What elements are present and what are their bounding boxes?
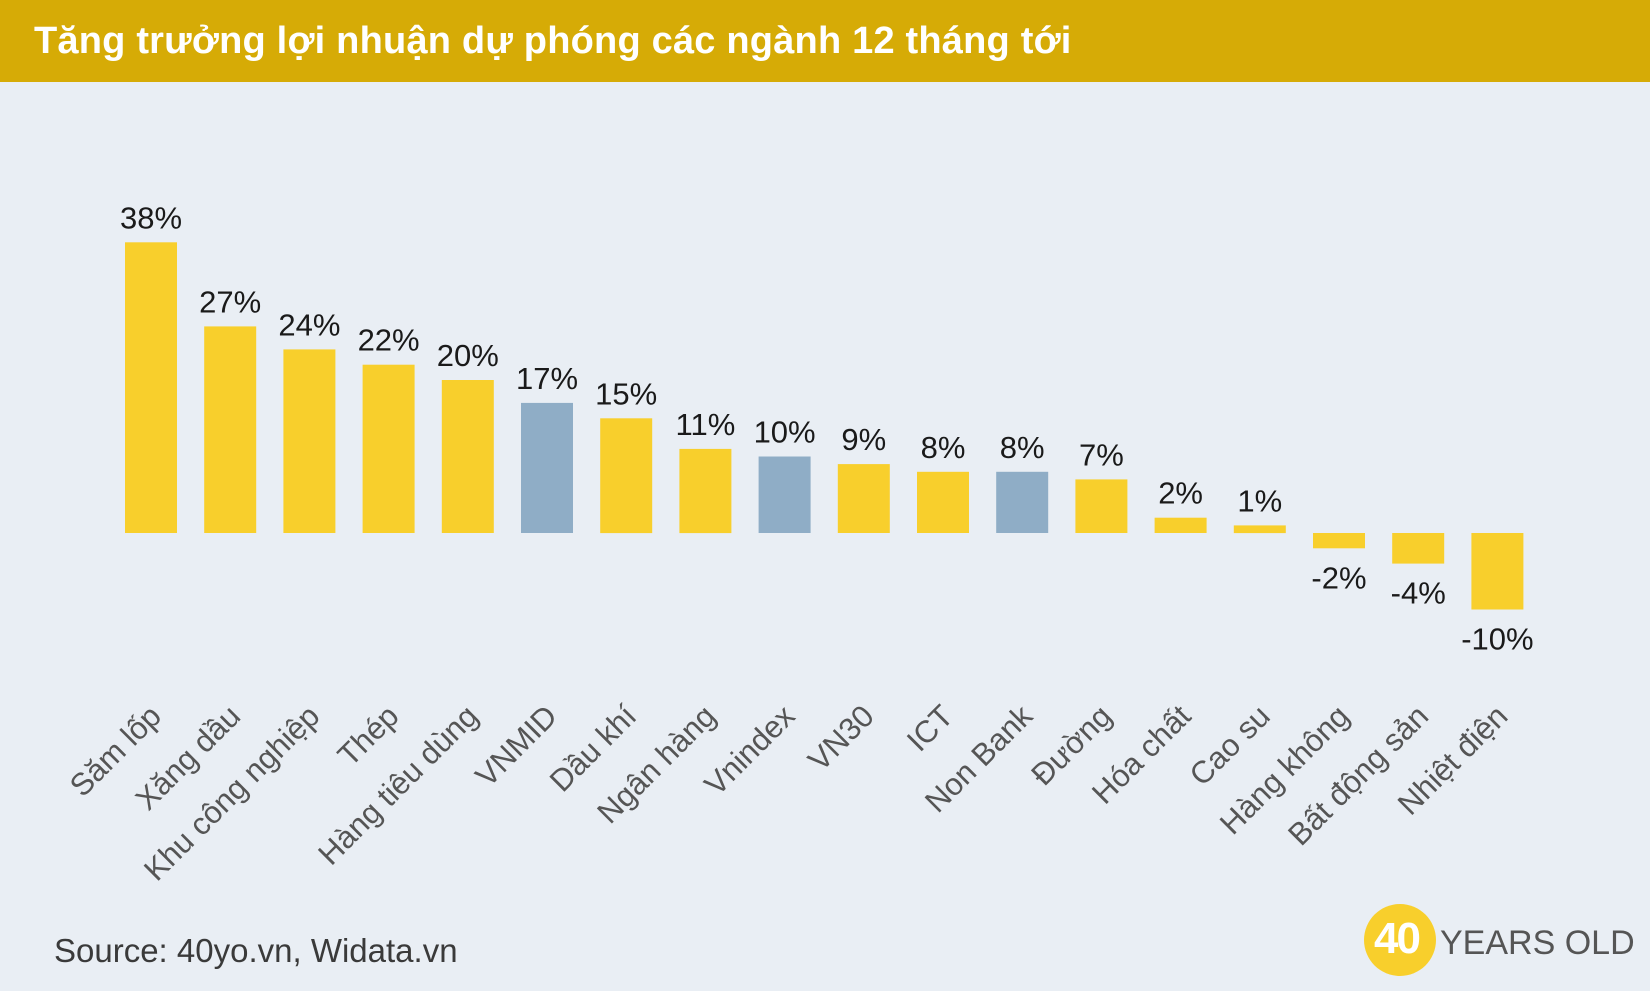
value-label-4: 20%: [437, 338, 499, 373]
bar-7: [679, 448, 732, 534]
bar-16: [1392, 533, 1445, 564]
bar-3: [362, 364, 415, 533]
value-label-17: -10%: [1461, 622, 1533, 657]
value-labels-group: 38% 27% 24% 22% 20% 17% 15% 11% 10% 9% 8% 8% 7% 2% 1% -…: [120, 200, 1534, 656]
category-label-9: VN30: [801, 698, 881, 778]
bars-group: [125, 242, 1524, 610]
category-label-10: ICT: [900, 698, 960, 758]
bar-9: [837, 464, 890, 533]
category-label-8: Vnindex: [698, 698, 802, 802]
bar-1: [204, 326, 257, 533]
bar-4: [441, 380, 494, 533]
bar-8: [758, 456, 811, 533]
chart-header: Tăng trưởng lợi nhuận dự phóng các ngành…: [0, 0, 1650, 82]
bar-5: [521, 402, 573, 533]
value-label-9: 9%: [841, 422, 886, 457]
bar-13: [1154, 517, 1207, 533]
bar-14: [1233, 525, 1286, 534]
bar-12: [1075, 479, 1128, 533]
value-label-12: 7%: [1079, 437, 1124, 472]
value-label-7: 11%: [676, 407, 736, 442]
bar-10: [917, 471, 969, 533]
source-note: Source: 40yo.vn, Widata.vn: [54, 932, 458, 969]
value-label-0: 38%: [120, 200, 182, 235]
value-label-10: 8%: [921, 430, 966, 465]
bar-17: [1471, 533, 1524, 610]
value-label-3: 22%: [358, 323, 420, 358]
brand-logo: 40 YEARS OLD: [1364, 904, 1635, 980]
logo-number: 40: [1374, 914, 1421, 963]
value-label-11: 8%: [1000, 430, 1045, 465]
value-label-2: 24%: [278, 307, 340, 342]
value-label-14: 1%: [1237, 483, 1282, 518]
value-label-15: -2%: [1311, 560, 1366, 595]
bar-11: [996, 471, 1049, 533]
logo-text: YEARS OLD: [1440, 924, 1635, 962]
bar-6: [600, 418, 653, 534]
logo-circle-icon: [1364, 904, 1436, 976]
value-label-6: 15%: [595, 376, 657, 411]
chart-title: Tăng trưởng lợi nhuận dự phóng các ngành…: [34, 20, 1072, 62]
value-label-16: -4%: [1391, 576, 1446, 611]
value-label-1: 27%: [199, 284, 261, 319]
bar-0: [125, 242, 177, 534]
value-label-13: 2%: [1158, 476, 1203, 511]
value-label-8: 10%: [754, 415, 816, 450]
value-label-5: 17%: [516, 361, 578, 396]
bar-15: [1313, 533, 1365, 549]
category-label-3: Thép: [331, 698, 406, 773]
bar-2: [283, 349, 336, 533]
